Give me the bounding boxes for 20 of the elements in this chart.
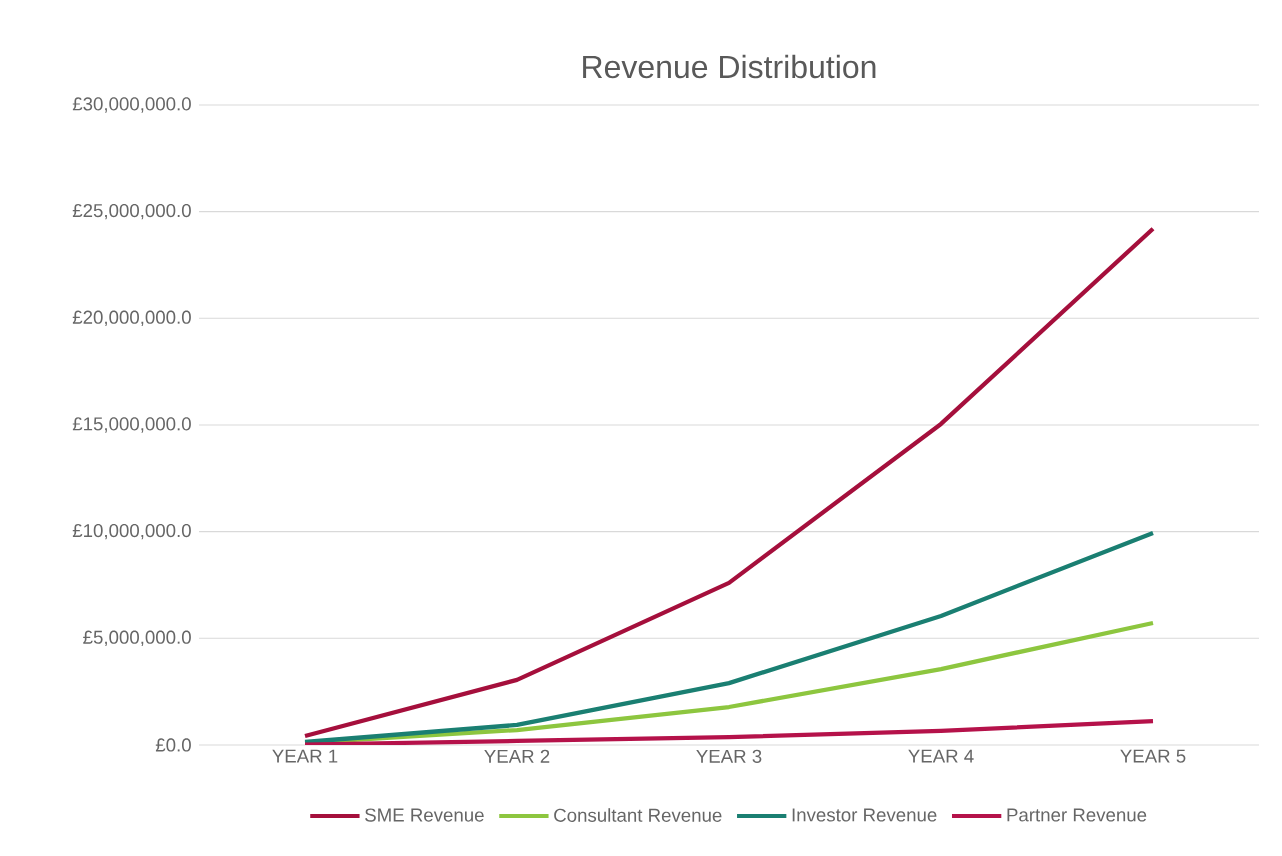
y-tick-label: £10,000,000.0 xyxy=(72,523,191,540)
legend-label: SME Revenue xyxy=(365,808,484,822)
y-tick-label: £25,000,000.0 xyxy=(72,203,191,220)
chart-title: Revenue Distribution xyxy=(583,54,876,79)
legend-label: Consultant Revenue xyxy=(554,808,722,822)
line-series xyxy=(302,718,1156,745)
x-tick-label: YEAR 5 xyxy=(1120,749,1186,763)
x-tick-label: YEAR 1 xyxy=(272,749,338,763)
line-series xyxy=(302,226,1156,739)
x-tick-label: YEAR 3 xyxy=(696,749,762,763)
y-tick-label: £0.0 xyxy=(155,738,191,752)
y-tick-label: £20,000,000.0 xyxy=(72,310,191,327)
y-tick-label: £15,000,000.0 xyxy=(72,417,191,433)
legend-label: Investor Revenue xyxy=(792,808,937,822)
x-tick-label: YEAR 2 xyxy=(484,749,550,763)
line-series xyxy=(302,530,1156,745)
y-tick-label: £30,000,000.0 xyxy=(72,97,191,113)
legend-label: Partner Revenue xyxy=(1007,808,1147,822)
x-tick-label: YEAR 4 xyxy=(908,749,974,763)
y-tick-label: £5,000,000.0 xyxy=(83,630,191,647)
